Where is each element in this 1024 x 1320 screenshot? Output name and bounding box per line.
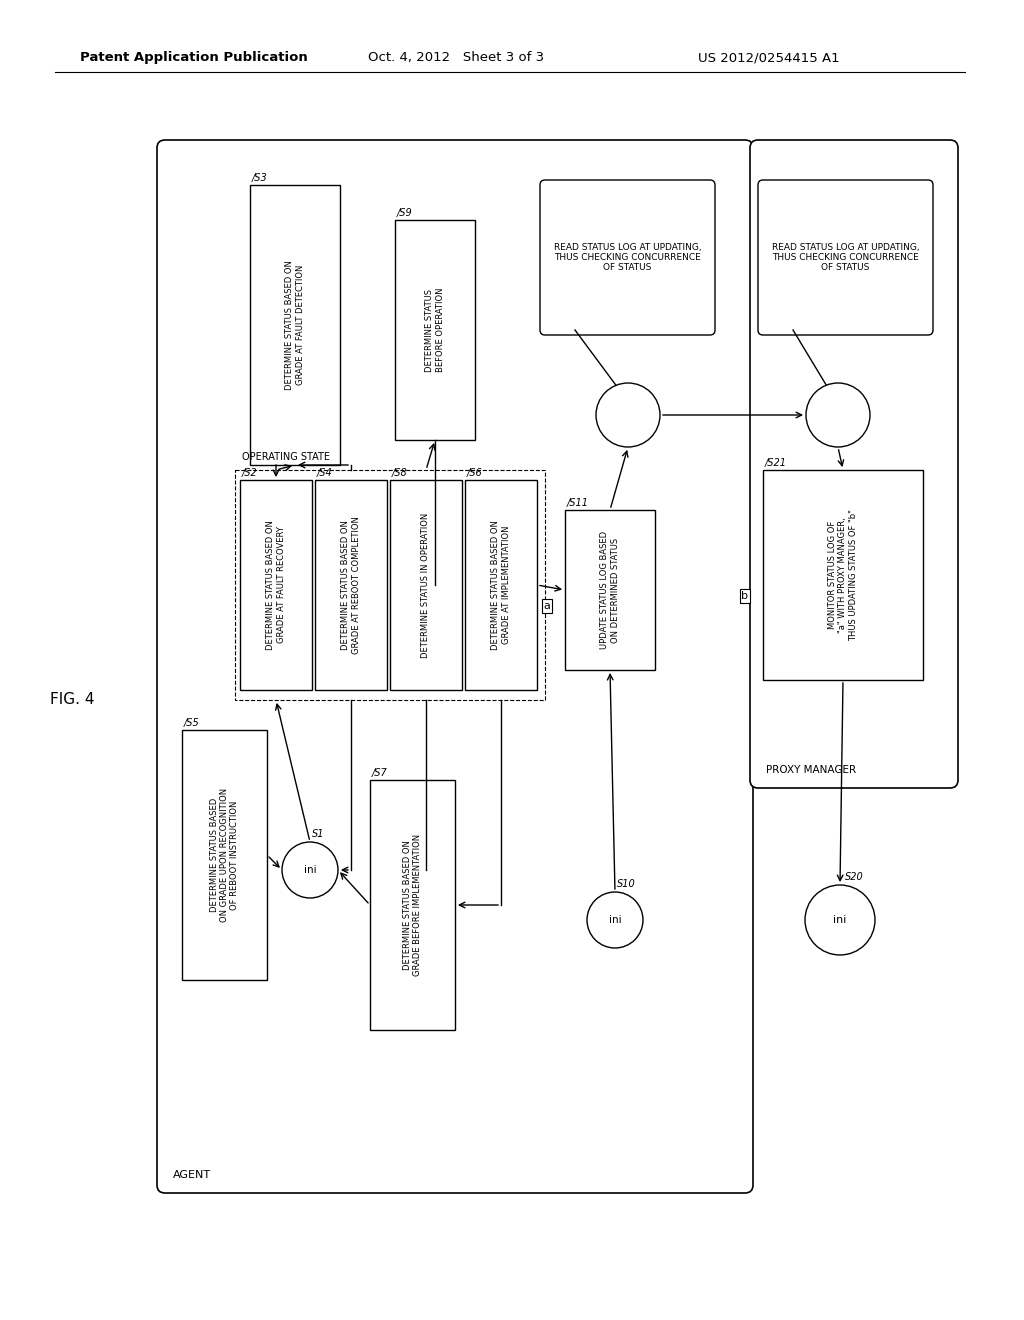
Text: S1: S1	[312, 829, 325, 840]
Text: DETERMINE STATUS BASED ON
GRADE AT FAULT RECOVERY: DETERMINE STATUS BASED ON GRADE AT FAULT…	[266, 520, 286, 649]
Circle shape	[805, 884, 874, 954]
Text: DETERMINE STATUS BASED ON
GRADE AT REBOOT COMPLETION: DETERMINE STATUS BASED ON GRADE AT REBOO…	[341, 516, 360, 653]
FancyBboxPatch shape	[390, 480, 462, 690]
Text: DETERMINE STATUS
BEFORE OPERATION: DETERMINE STATUS BEFORE OPERATION	[425, 288, 444, 372]
FancyBboxPatch shape	[565, 510, 655, 671]
Text: /S5: /S5	[184, 718, 200, 729]
FancyBboxPatch shape	[763, 470, 923, 680]
Text: /S9: /S9	[397, 209, 413, 218]
Text: ini: ini	[834, 915, 847, 925]
FancyBboxPatch shape	[315, 480, 387, 690]
Text: DETERMINE STATUS BASED ON
GRADE AT IMPLEMENTATION: DETERMINE STATUS BASED ON GRADE AT IMPLE…	[492, 520, 511, 649]
Text: a: a	[544, 601, 551, 611]
FancyBboxPatch shape	[157, 140, 753, 1193]
FancyBboxPatch shape	[758, 180, 933, 335]
Text: Oct. 4, 2012   Sheet 3 of 3: Oct. 4, 2012 Sheet 3 of 3	[368, 51, 544, 65]
Text: /S6: /S6	[467, 469, 482, 478]
Text: FIG. 4: FIG. 4	[50, 693, 94, 708]
Text: US 2012/0254415 A1: US 2012/0254415 A1	[698, 51, 840, 65]
Text: /S4: /S4	[317, 469, 333, 478]
Text: ini: ini	[608, 915, 622, 925]
Text: /S11: /S11	[567, 498, 589, 508]
FancyBboxPatch shape	[540, 180, 715, 335]
Circle shape	[806, 383, 870, 447]
Circle shape	[587, 892, 643, 948]
Text: OPERATING STATE: OPERATING STATE	[242, 451, 330, 462]
FancyBboxPatch shape	[250, 185, 340, 465]
Text: ini: ini	[304, 865, 316, 875]
FancyBboxPatch shape	[370, 780, 455, 1030]
Text: /S3: /S3	[252, 173, 267, 183]
Text: DETERMINE STATUS IN OPERATION: DETERMINE STATUS IN OPERATION	[422, 512, 430, 657]
Text: Patent Application Publication: Patent Application Publication	[80, 51, 308, 65]
Text: DETERMINE STATUS BASED
ON GRADE UPON RECOGNITION
OF REBOOT INSTRUCTION: DETERMINE STATUS BASED ON GRADE UPON REC…	[210, 788, 240, 923]
Circle shape	[596, 383, 660, 447]
FancyBboxPatch shape	[240, 480, 312, 690]
Text: /S7: /S7	[372, 768, 388, 777]
FancyBboxPatch shape	[182, 730, 267, 979]
Text: AGENT: AGENT	[173, 1170, 211, 1180]
FancyBboxPatch shape	[465, 480, 537, 690]
Circle shape	[282, 842, 338, 898]
Text: READ STATUS LOG AT UPDATING,
THUS CHECKING CONCURRENCE
OF STATUS: READ STATUS LOG AT UPDATING, THUS CHECKI…	[772, 243, 920, 272]
Text: b: b	[741, 591, 749, 601]
Text: READ STATUS LOG AT UPDATING,
THUS CHECKING CONCURRENCE
OF STATUS: READ STATUS LOG AT UPDATING, THUS CHECKI…	[554, 243, 701, 272]
Text: S20: S20	[845, 873, 864, 882]
Text: /S21: /S21	[765, 458, 787, 469]
Text: UPDATE STATUS LOG BASED
ON DETERMINED STATUS: UPDATE STATUS LOG BASED ON DETERMINED ST…	[600, 531, 620, 649]
FancyBboxPatch shape	[395, 220, 475, 440]
FancyBboxPatch shape	[750, 140, 958, 788]
Text: /S8: /S8	[392, 469, 408, 478]
Text: MONITOR STATUS LOG OF
"a" WITH PROXY MANAGER,
THUS UPDATING STATUS OF "b": MONITOR STATUS LOG OF "a" WITH PROXY MAN…	[828, 510, 858, 642]
Text: PROXY MANAGER: PROXY MANAGER	[766, 766, 856, 775]
Text: /S2: /S2	[242, 469, 258, 478]
Text: DETERMINE STATUS BASED ON
GRADE BEFORE IMPLEMENTATION: DETERMINE STATUS BASED ON GRADE BEFORE I…	[402, 834, 422, 975]
Text: S10: S10	[617, 879, 636, 888]
Text: DETERMINE STATUS BASED ON
GRADE AT FAULT DETECTION: DETERMINE STATUS BASED ON GRADE AT FAULT…	[286, 260, 305, 389]
